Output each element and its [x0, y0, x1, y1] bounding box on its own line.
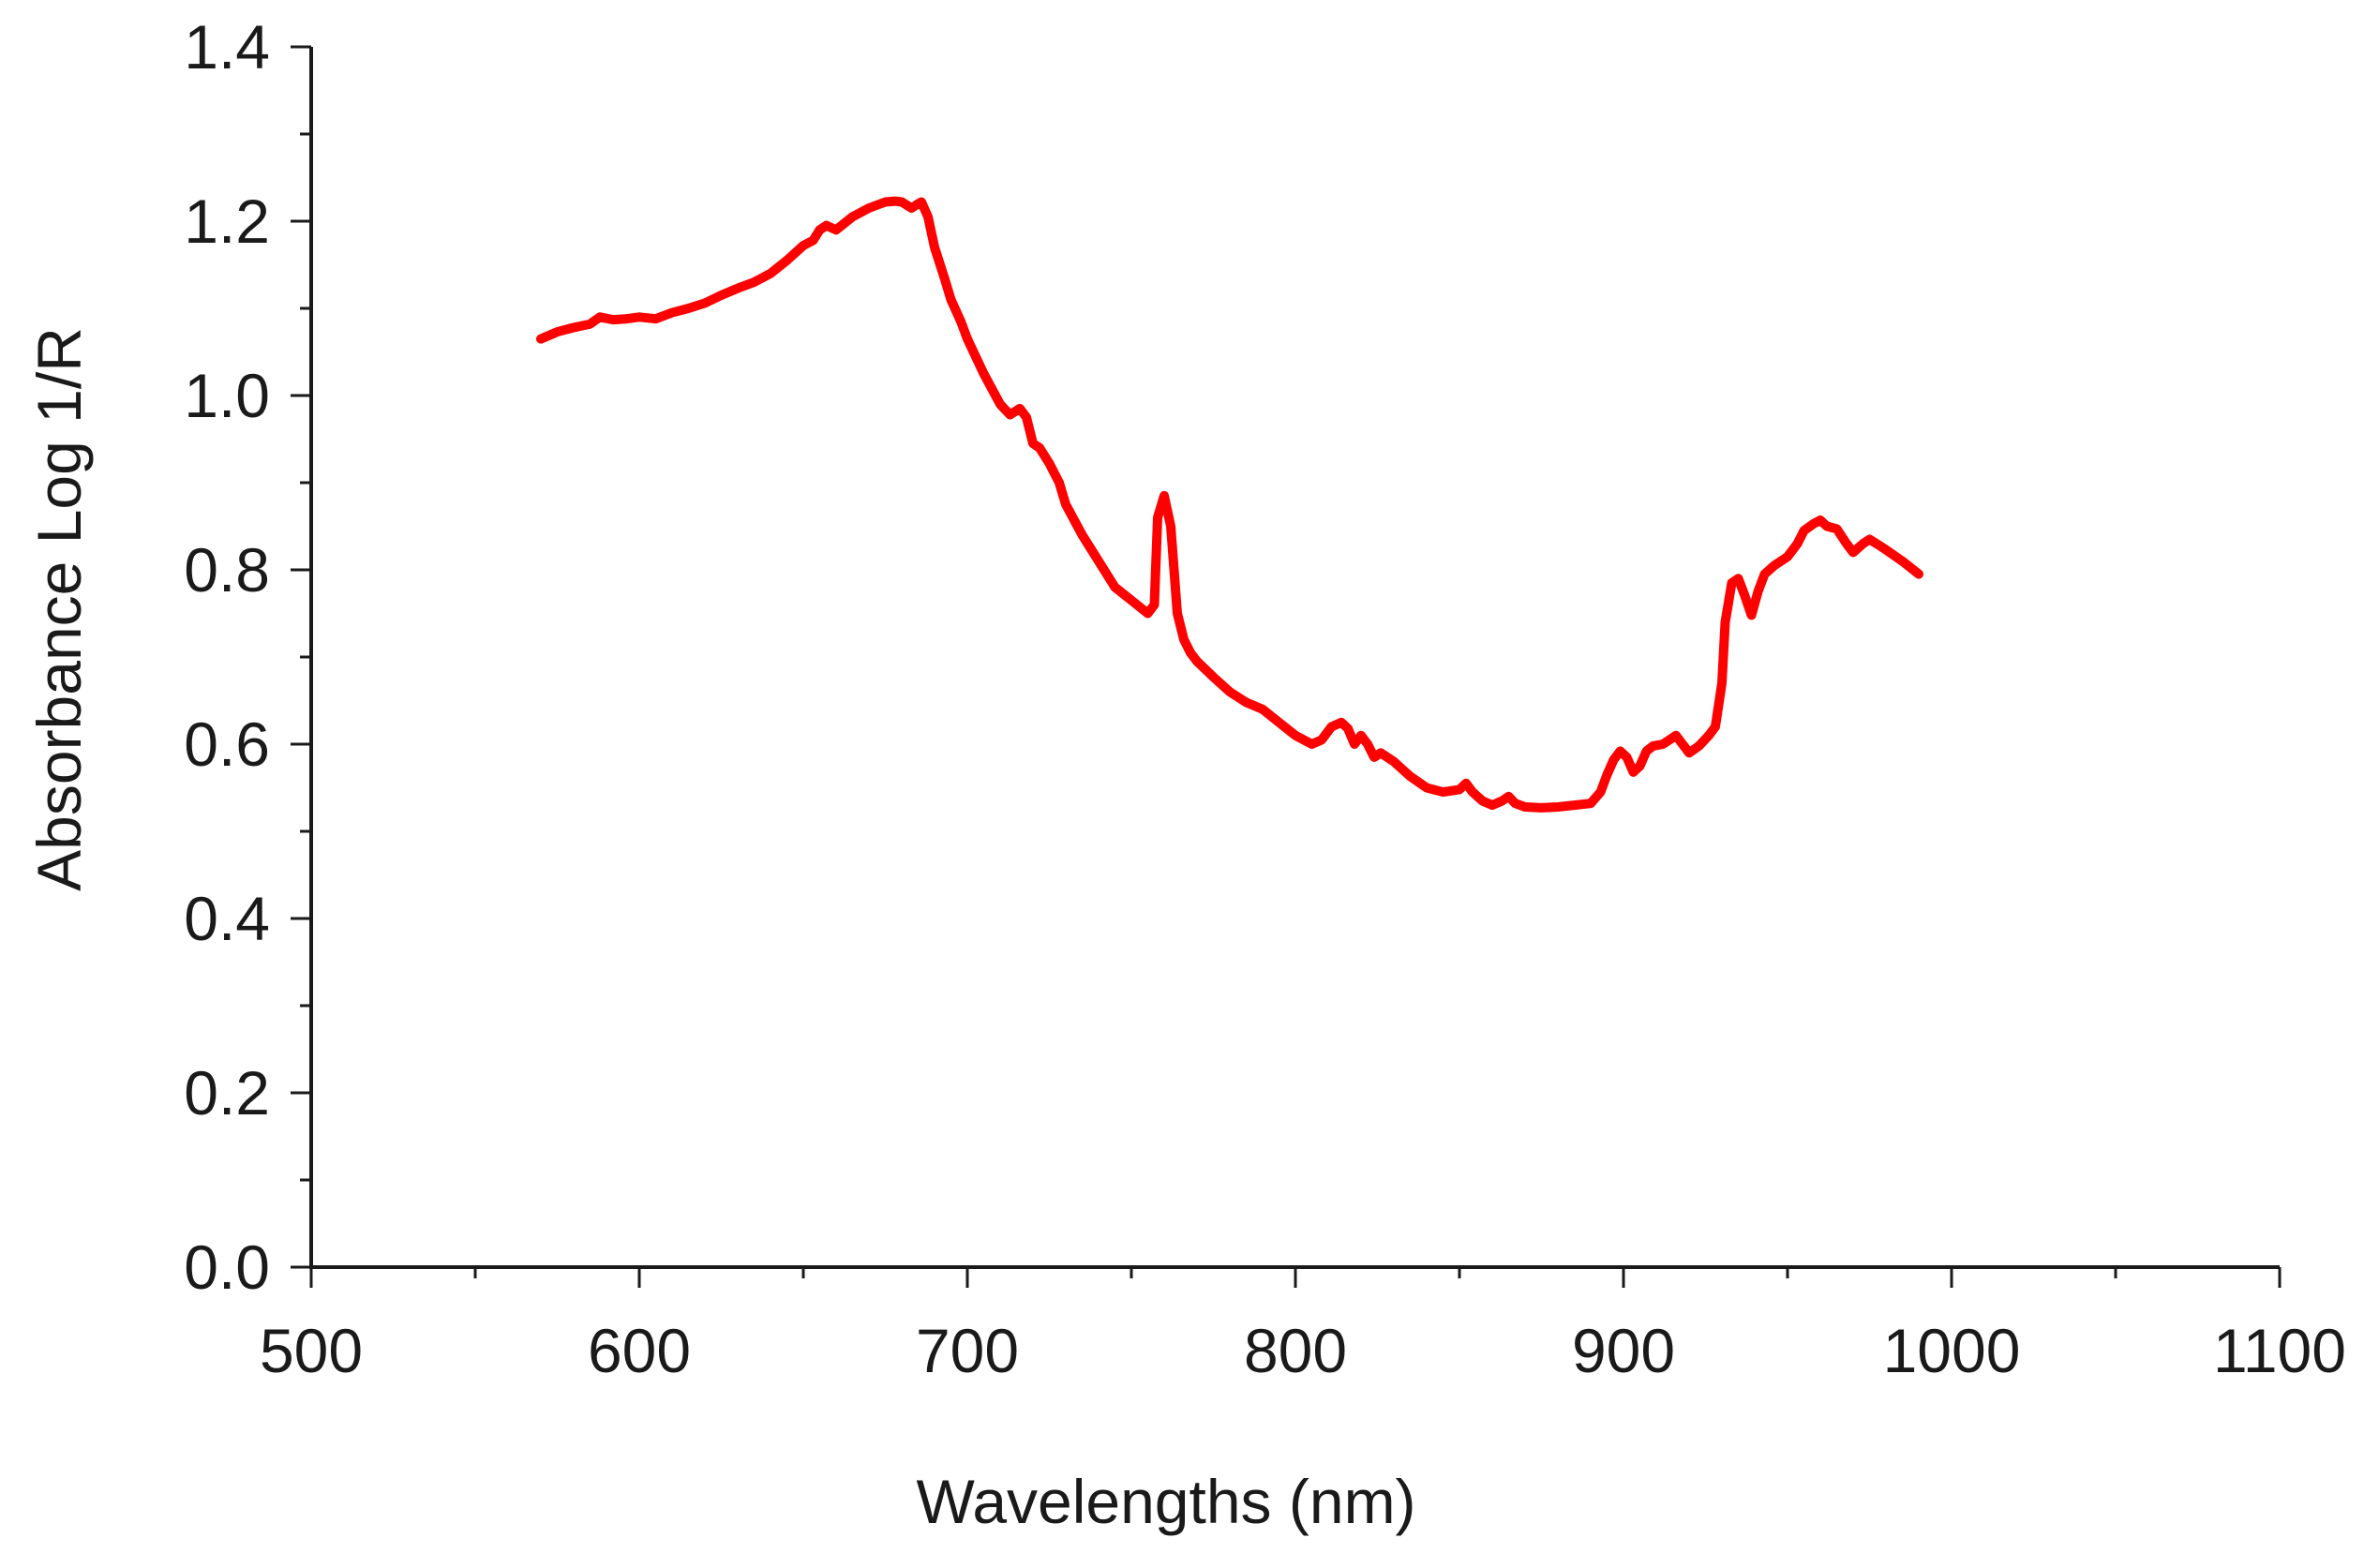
x-axis-title: Wavelengths (nm) — [916, 1467, 1415, 1536]
y-tick-label: 1.2 — [184, 187, 270, 256]
x-tick-label: 1100 — [2213, 1316, 2346, 1385]
series-line-absorbance — [536, 196, 1923, 813]
x-tick-label: 900 — [1572, 1316, 1675, 1385]
y-tick-label: 0.6 — [184, 709, 270, 779]
ticks-layer: 0.0 0.2 0.4 0.6 0.8 1.0 1.2 1.4 500 600 700 800 900 1… — [184, 12, 2346, 1385]
y-tick-label: 1.0 — [184, 361, 270, 430]
y-tick-label: 0.2 — [184, 1058, 270, 1127]
series-layer — [536, 196, 1923, 813]
x-tick-label: 800 — [1244, 1316, 1347, 1385]
y-axis-title: Absorbance Log 1/R — [24, 327, 94, 891]
y-tick-label: 1.4 — [184, 12, 270, 82]
axes-layer — [309, 47, 2280, 1269]
x-tick-label: 1000 — [1883, 1316, 2021, 1385]
y-tick-label: 0.0 — [184, 1232, 270, 1302]
x-tick-label: 700 — [916, 1316, 1019, 1385]
x-tick-label: 600 — [588, 1316, 691, 1385]
y-tick-label: 0.8 — [184, 535, 270, 605]
y-tick-label: 0.4 — [184, 884, 270, 953]
x-tick-label: 500 — [260, 1316, 363, 1385]
